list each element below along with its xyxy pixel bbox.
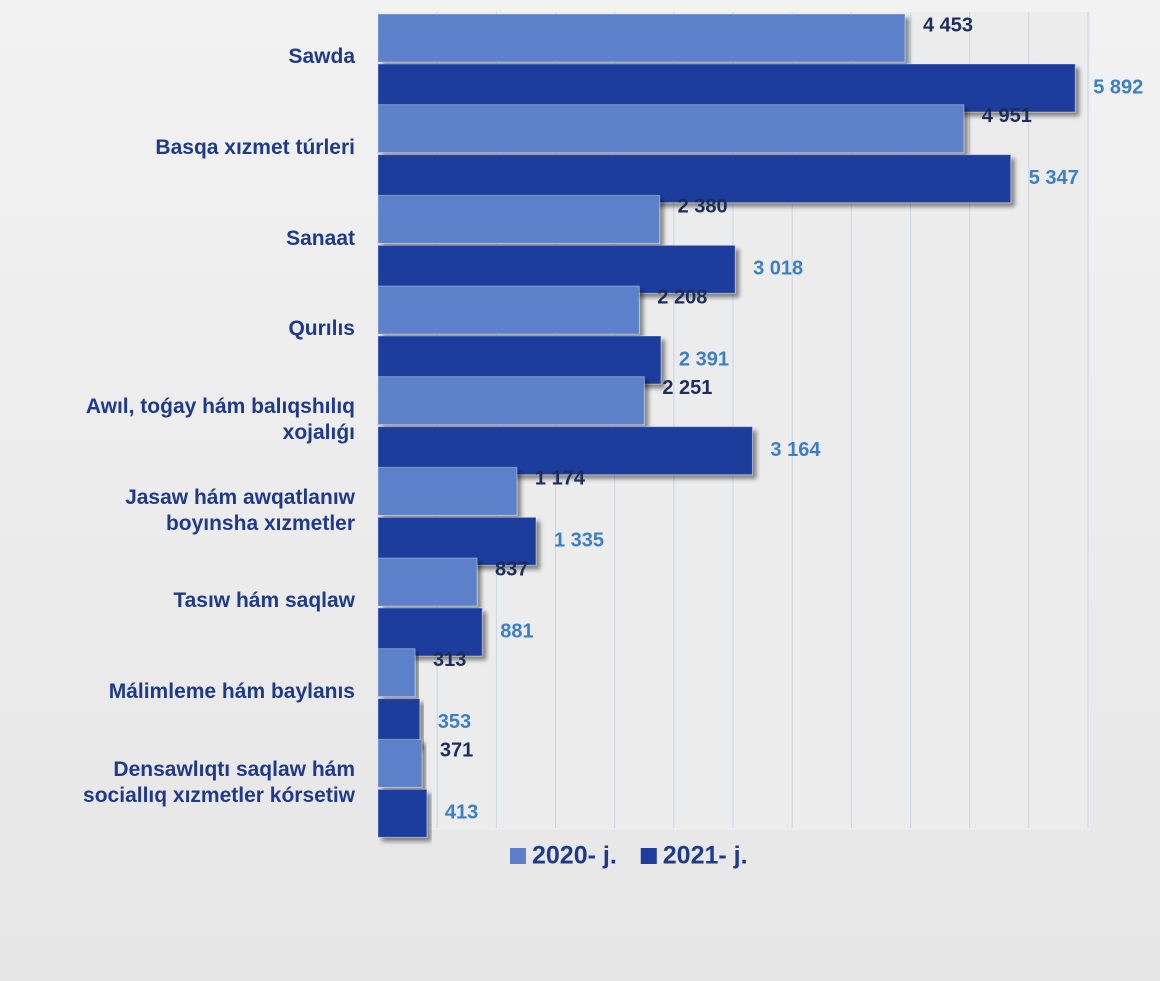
value-label: 2 251	[662, 377, 712, 399]
legend-swatch	[510, 848, 526, 864]
category-label: Densawlıqtı saqlaw hám sociallıq xızmetl…	[83, 757, 355, 807]
bar	[377, 194, 661, 244]
value-label: 4 453	[923, 14, 973, 36]
value-label: 4 951	[982, 105, 1032, 127]
bar	[377, 426, 753, 476]
bar	[377, 738, 423, 788]
bar	[377, 13, 906, 63]
value-label: 1 174	[535, 468, 586, 490]
bar	[377, 244, 736, 294]
category-label: Sanaat	[286, 226, 355, 250]
bar	[377, 607, 483, 657]
value-label: 3 164	[770, 439, 821, 461]
category-label: Jasaw hám awqatlanıw boyınsha xızmetler	[125, 485, 355, 535]
value-label: 371	[440, 740, 473, 762]
category-label: Awıl, toǵay hám balıqshılıq xojalıǵı	[85, 395, 355, 444]
value-label: 2 391	[679, 348, 729, 370]
value-label: 837	[495, 558, 528, 580]
legend-label: 2020- j.	[532, 842, 617, 870]
bar	[377, 335, 662, 385]
bar	[377, 788, 428, 838]
value-label: 2 208	[657, 286, 707, 308]
bar	[377, 104, 965, 154]
bar	[377, 376, 645, 426]
bar	[377, 466, 518, 516]
category-label: Basqa xızmet túrleri	[155, 136, 355, 159]
bar	[377, 648, 416, 698]
bar	[377, 285, 640, 335]
bar	[377, 516, 537, 566]
value-label: 5 347	[1029, 167, 1079, 189]
value-label: 881	[500, 620, 533, 642]
legend-swatch	[640, 848, 657, 864]
category-label: Qurılıs	[288, 317, 355, 341]
bar	[377, 557, 478, 607]
value-label: 5 892	[1093, 76, 1143, 98]
bar	[377, 698, 421, 748]
value-label: 413	[445, 802, 478, 824]
legend-label: 2021- j.	[663, 842, 748, 870]
category-label: Tasıw hám saqlaw	[173, 589, 355, 613]
category-label: Málimleme hám baylanıs	[108, 680, 355, 703]
value-label: 313	[433, 649, 466, 671]
value-label: 3 018	[753, 258, 803, 280]
value-label: 1 335	[554, 530, 604, 552]
value-label: 2 380	[678, 196, 728, 218]
value-label: 353	[438, 711, 471, 733]
category-label: Sawda	[288, 45, 355, 69]
bar	[377, 154, 1012, 204]
